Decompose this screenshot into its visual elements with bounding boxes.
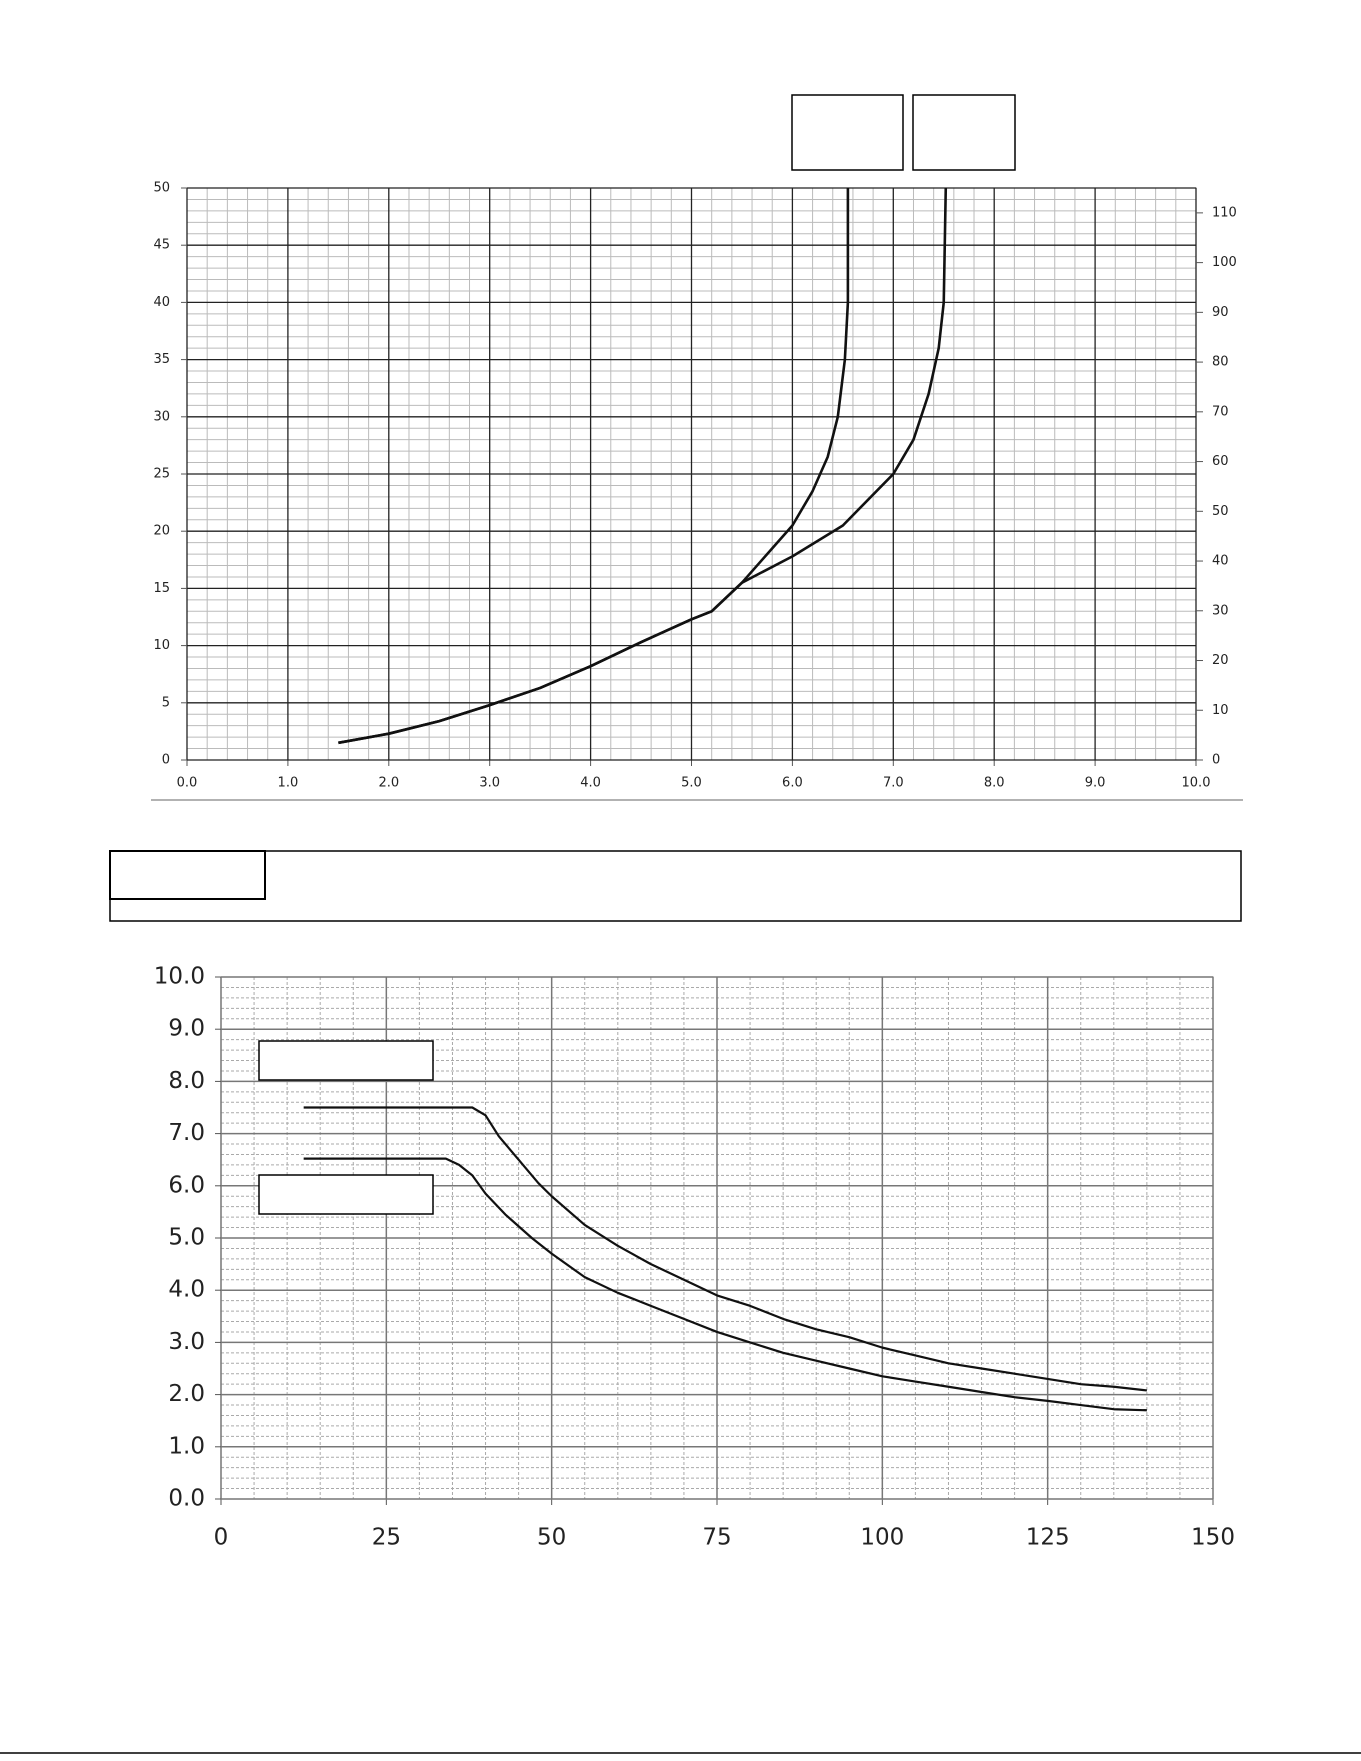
y2-tick-label: 60 [1212,454,1229,469]
x-tick-label: 25 [372,1525,401,1551]
y-tick-label: 8.0 [168,1068,205,1094]
x-tick-label: 50 [537,1525,566,1551]
x-tick-label: 75 [702,1525,731,1551]
y-tick-label: 5 [162,695,170,710]
y-tick-label: 4.0 [168,1277,205,1303]
x-tick-label: 125 [1026,1525,1070,1551]
x-tick-label: 3.0 [479,776,500,791]
x-tick-label: 8.0 [984,776,1005,791]
x-tick-label: 10.0 [1182,776,1211,791]
y2-tick-label: 20 [1212,653,1229,668]
y-tick-label: 7.0 [168,1120,205,1146]
legend-box [258,1040,434,1081]
y2-tick-label: 70 [1212,404,1229,419]
y2-tick-label: 0 [1212,753,1220,768]
x-tick-label: 9.0 [1085,776,1106,791]
y2-tick-label: 90 [1212,305,1229,320]
y2-tick-label: 50 [1212,504,1229,519]
y-tick-label: 35 [153,352,170,367]
y2-tick-label: 110 [1212,205,1237,220]
x-tick-label: 0.0 [177,776,198,791]
y2-tick-label: 30 [1212,603,1229,618]
y-tick-label: 25 [153,467,170,482]
y-tick-label: 1.0 [168,1433,205,1459]
label-box [912,94,1016,171]
x-tick-label: 100 [860,1525,904,1551]
y-tick-label: 5.0 [168,1225,205,1251]
y-tick-label: 10.0 [154,964,205,990]
y-tick-label: 15 [153,581,170,596]
x-tick-label: 150 [1191,1525,1235,1551]
y-tick-label: 0 [162,753,170,768]
y-tick-label: 2.0 [168,1381,205,1407]
y-tick-label: 9.0 [168,1016,205,1042]
y-tick-label: 30 [153,409,170,424]
y2-tick-label: 100 [1212,255,1237,270]
x-tick-label: 2.0 [378,776,399,791]
label-box [791,94,904,171]
y-tick-label: 20 [153,524,170,539]
x-tick-label: 0 [214,1525,229,1551]
series-line [303,1157,1147,1412]
y2-tick-label: 10 [1212,703,1229,718]
series-line [338,187,948,745]
banner-label-box [109,850,266,900]
x-tick-label: 5.0 [681,776,702,791]
y2-tick-label: 80 [1212,355,1229,370]
x-tick-label: 4.0 [580,776,601,791]
y-tick-label: 3.0 [168,1329,205,1355]
banner-box [109,850,1242,922]
series-line [303,1106,1147,1392]
y-tick-label: 6.0 [168,1172,205,1198]
y-tick-label: 10 [153,638,170,653]
x-tick-label: 1.0 [278,776,299,791]
y2-tick-label: 40 [1212,554,1229,569]
y-tick-label: 0.0 [168,1486,205,1512]
x-tick-label: 7.0 [883,776,904,791]
y-tick-label: 50 [153,181,170,196]
y-tick-label: 40 [153,295,170,310]
y-tick-label: 45 [153,238,170,253]
legend-box [258,1174,434,1215]
x-tick-label: 6.0 [782,776,803,791]
